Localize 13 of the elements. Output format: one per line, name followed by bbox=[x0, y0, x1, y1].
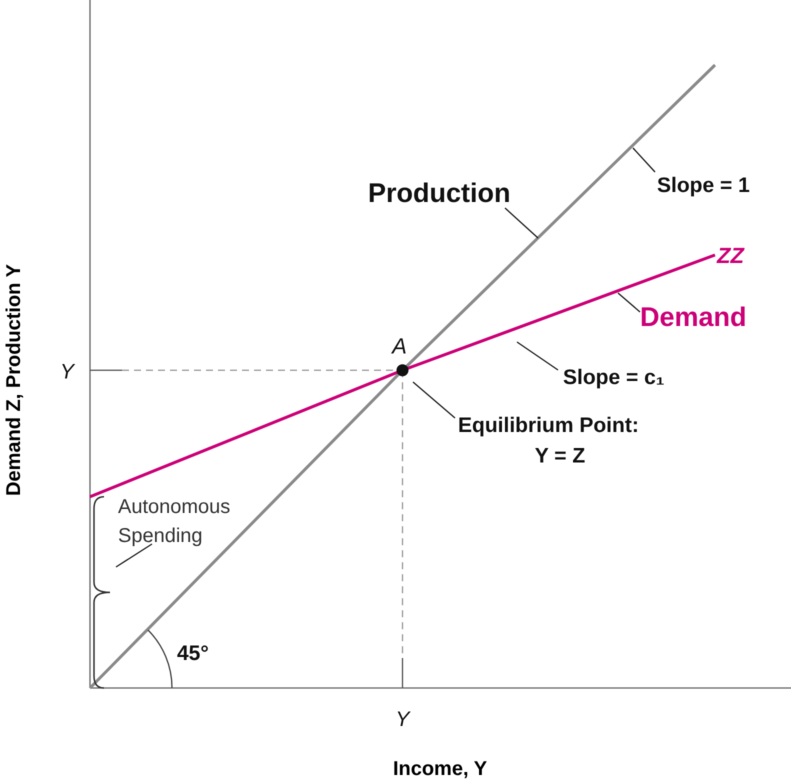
annotation: Equilibrium Point: Y = Z bbox=[458, 414, 639, 468]
text: Y bbox=[395, 708, 412, 731]
annotation: Slope = c₁ bbox=[563, 366, 664, 389]
annotation: Demand bbox=[640, 302, 747, 332]
series-label: ZZ bbox=[716, 243, 746, 268]
annotation: Autonomous Spending bbox=[118, 496, 230, 547]
annotation: 45° bbox=[177, 642, 209, 665]
annotation: Slope = 1 bbox=[657, 174, 750, 197]
y-axis-title: Demand Z, Production Y bbox=[3, 263, 25, 496]
annotation: Production bbox=[368, 178, 510, 208]
x-axis-title: Income, Y bbox=[392, 758, 488, 780]
text: Y bbox=[60, 360, 76, 384]
annotation: A bbox=[390, 333, 407, 358]
